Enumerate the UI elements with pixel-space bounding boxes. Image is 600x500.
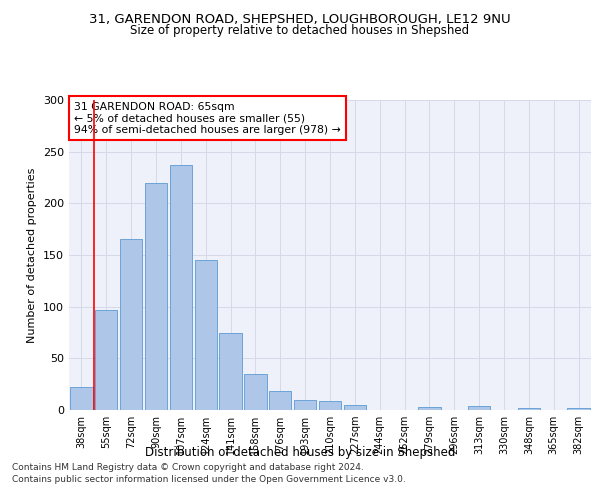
Text: 31 GARENDON ROAD: 65sqm
← 5% of detached houses are smaller (55)
94% of semi-det: 31 GARENDON ROAD: 65sqm ← 5% of detached… xyxy=(74,102,341,134)
Bar xyxy=(220,332,242,410)
Bar xyxy=(95,310,118,410)
Bar xyxy=(344,405,366,410)
Bar xyxy=(244,374,266,410)
Text: 31, GARENDON ROAD, SHEPSHED, LOUGHBOROUGH, LE12 9NU: 31, GARENDON ROAD, SHEPSHED, LOUGHBOROUG… xyxy=(89,12,511,26)
Bar xyxy=(518,408,540,410)
Text: Distribution of detached houses by size in Shepshed: Distribution of detached houses by size … xyxy=(145,446,455,459)
Text: Size of property relative to detached houses in Shepshed: Size of property relative to detached ho… xyxy=(130,24,470,37)
Bar xyxy=(269,392,292,410)
Y-axis label: Number of detached properties: Number of detached properties xyxy=(28,168,37,342)
Bar xyxy=(145,182,167,410)
Bar xyxy=(120,240,142,410)
Bar xyxy=(319,400,341,410)
Bar xyxy=(468,406,490,410)
Text: Contains HM Land Registry data © Crown copyright and database right 2024.: Contains HM Land Registry data © Crown c… xyxy=(12,464,364,472)
Bar xyxy=(70,388,92,410)
Bar xyxy=(170,165,192,410)
Bar xyxy=(418,407,440,410)
Bar xyxy=(568,408,590,410)
Bar xyxy=(294,400,316,410)
Text: Contains public sector information licensed under the Open Government Licence v3: Contains public sector information licen… xyxy=(12,475,406,484)
Bar xyxy=(194,260,217,410)
